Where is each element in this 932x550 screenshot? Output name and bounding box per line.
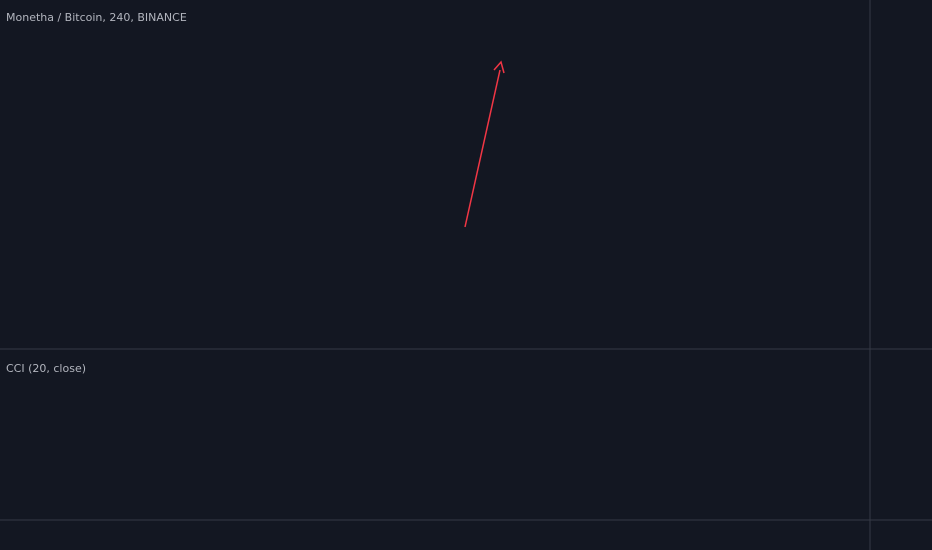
indicator-title: CCI (20, close): [6, 362, 86, 375]
chart-title: Monetha / Bitcoin, 240, BINANCE: [6, 11, 187, 24]
arrow-shaft: [464, 69, 501, 228]
forecast-arrow: [464, 60, 505, 228]
arrow-head: [493, 60, 505, 74]
